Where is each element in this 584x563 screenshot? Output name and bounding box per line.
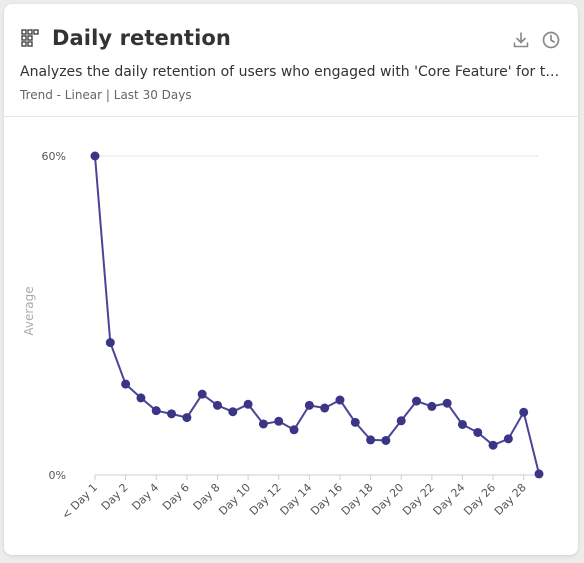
x-tick-label: < Day 1 — [59, 481, 100, 522]
download-icon[interactable] — [511, 30, 531, 50]
data-point[interactable] — [503, 434, 513, 444]
x-tick-label: Day 6 — [160, 481, 192, 513]
data-point[interactable] — [121, 379, 131, 389]
data-point[interactable] — [258, 419, 268, 429]
data-point[interactable] — [90, 151, 100, 161]
data-point[interactable] — [320, 403, 330, 413]
data-point[interactable] — [228, 407, 238, 417]
x-tick-label: Day 12 — [247, 481, 284, 518]
data-point[interactable] — [473, 427, 483, 437]
x-tick-label: Day 22 — [400, 481, 437, 518]
data-point[interactable] — [304, 400, 314, 410]
data-point[interactable] — [105, 338, 115, 348]
x-tick-label: Day 2 — [99, 481, 131, 513]
x-tick-label: Day 10 — [216, 481, 253, 518]
data-point[interactable] — [243, 399, 253, 409]
y-axis-label: Average — [22, 286, 36, 335]
clock-icon[interactable] — [541, 30, 561, 50]
data-point[interactable] — [136, 393, 146, 403]
data-point[interactable] — [442, 398, 452, 408]
data-point[interactable] — [289, 425, 299, 435]
grid-icon — [21, 29, 39, 47]
data-point[interactable] — [412, 396, 422, 406]
data-point[interactable] — [396, 416, 406, 426]
data-point[interactable] — [519, 407, 529, 417]
x-tick-label: Day 26 — [461, 481, 498, 518]
x-tick-label: Day 24 — [431, 481, 468, 518]
data-point[interactable] — [212, 400, 222, 410]
data-point[interactable] — [197, 389, 207, 399]
data-point[interactable] — [350, 417, 360, 427]
x-tick-label: Day 18 — [339, 481, 376, 518]
x-tick-label: Day 28 — [492, 481, 529, 518]
x-tick-label: Day 14 — [278, 481, 315, 518]
y-tick-label: 60% — [42, 150, 66, 163]
data-point[interactable] — [335, 395, 345, 405]
card-meta: Trend - Linear | Last 30 Days — [20, 88, 192, 102]
data-point[interactable] — [534, 469, 544, 479]
x-tick-label: Day 4 — [129, 481, 161, 513]
x-tick-label: Day 16 — [308, 481, 345, 518]
data-point[interactable] — [488, 440, 498, 450]
series-line — [94, 155, 540, 475]
data-point[interactable] — [167, 409, 177, 419]
data-point[interactable] — [151, 406, 161, 416]
card-header: Daily retention Analyzes the daily reten… — [4, 4, 578, 117]
retention-card: Daily retention Analyzes the daily reten… — [4, 4, 578, 555]
x-tick-label: Day 20 — [369, 481, 406, 518]
data-point[interactable] — [366, 435, 376, 445]
data-point[interactable] — [457, 419, 467, 429]
card-title: Daily retention — [52, 26, 231, 50]
data-point[interactable] — [381, 435, 391, 445]
data-point[interactable] — [182, 413, 192, 423]
y-tick-label: 0% — [49, 469, 66, 482]
data-point[interactable] — [274, 416, 284, 426]
data-point[interactable] — [427, 401, 437, 411]
